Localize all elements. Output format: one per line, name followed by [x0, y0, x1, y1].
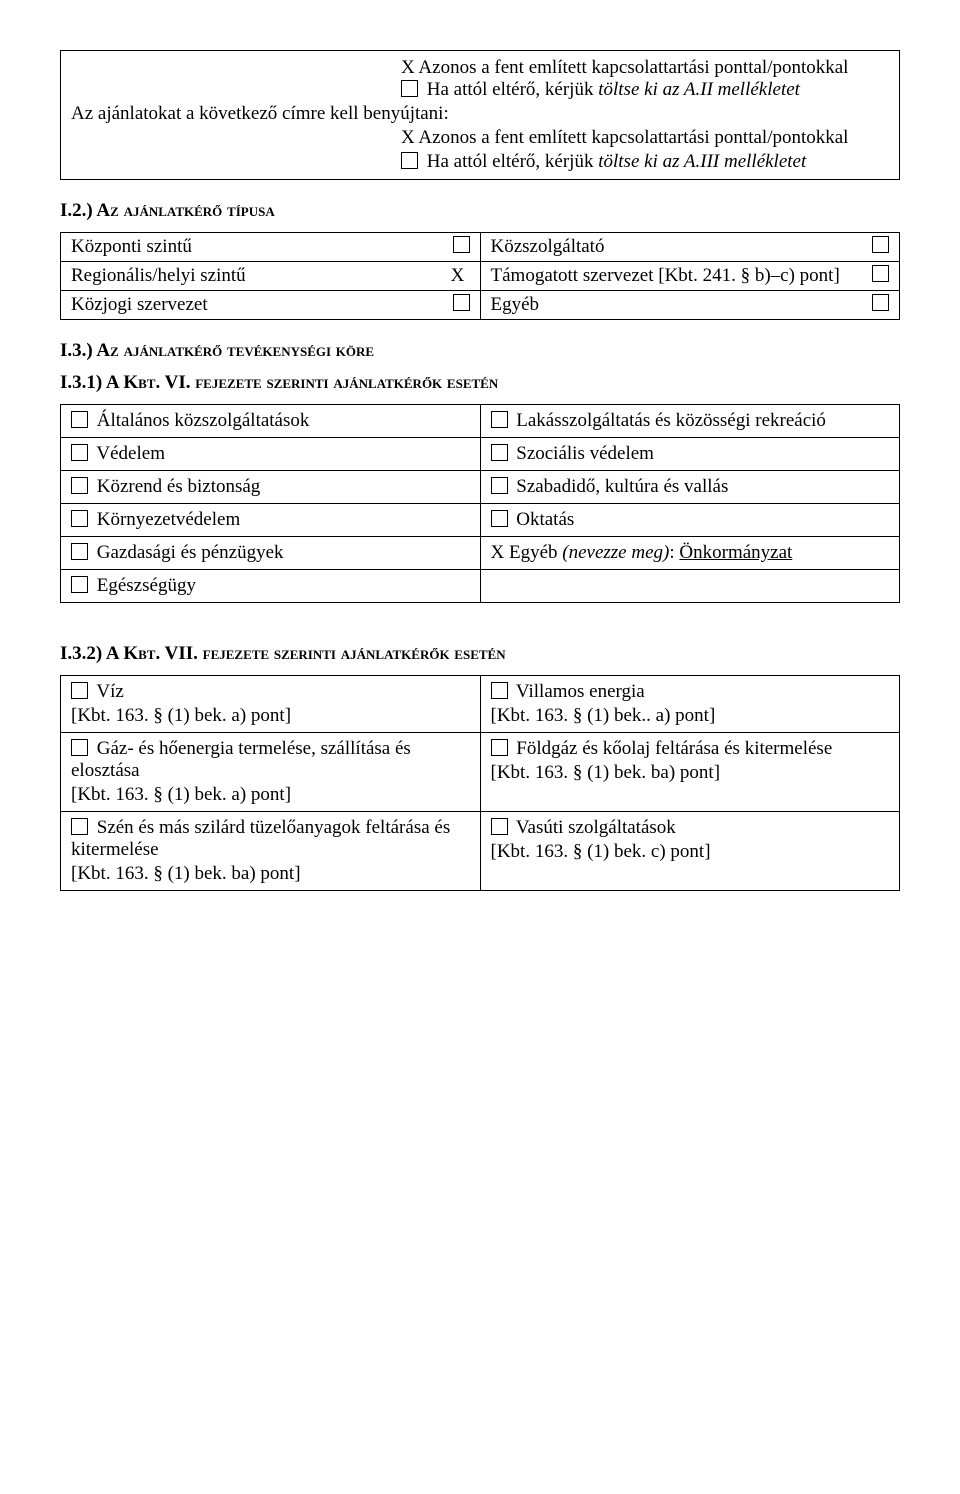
checkbox-icon[interactable]: [401, 152, 418, 169]
i2-r2r: Támogatott szervezet [Kbt. 241. § b)–c) …: [491, 265, 873, 287]
i32-rc: Vasúti szolgáltatások: [512, 817, 676, 838]
checkbox-icon[interactable]: [491, 682, 508, 699]
checkbox-icon[interactable]: [71, 543, 88, 560]
i31-lc: Közrend és biztonság: [92, 476, 260, 497]
i32-rc-ref: [Kbt. 163. § (1) bek. c) pont]: [491, 841, 890, 863]
checkbox-icon[interactable]: [491, 444, 508, 461]
i2-r1r: Közszolgáltató: [491, 236, 873, 258]
i32-ra-ref: [Kbt. 163. § (1) bek.. a) pont]: [491, 705, 890, 727]
i31-rb: Szociális védelem: [512, 443, 654, 464]
i32-lc-ref: [Kbt. 163. § (1) bek. ba) pont]: [71, 863, 470, 885]
i32-lc: Szén és más szilárd tüzelőanyagok feltár…: [71, 817, 450, 860]
checkbox-icon[interactable]: [71, 739, 88, 756]
checkbox-icon[interactable]: [71, 411, 88, 428]
i31-lf: Egészségügy: [92, 575, 196, 596]
i31-rd: Oktatás: [512, 509, 575, 530]
top-address-box: X Azonos a fent említett kapcsolattartás…: [60, 50, 900, 180]
top-line5: Ha attól eltérő, kérjük töltse ki az A.I…: [401, 151, 889, 173]
i32-la: Víz: [92, 681, 124, 702]
checkbox-icon[interactable]: [71, 818, 88, 835]
i32-lb: Gáz- és hőenergia termelése, szállítása …: [71, 738, 411, 781]
i2-r3r: Egyéb: [491, 294, 873, 316]
checkbox-icon[interactable]: [71, 444, 88, 461]
checkbox-icon[interactable]: [71, 510, 88, 527]
checkbox-icon[interactable]: [872, 265, 889, 282]
heading-i32: I.3.2) A Kbt. VII. fejezete szerinti ajá…: [60, 643, 900, 665]
checkbox-icon[interactable]: [71, 682, 88, 699]
checkbox-icon[interactable]: [491, 510, 508, 527]
x-mark: X: [401, 127, 415, 148]
i31-rc: Szabadidő, kultúra és vallás: [512, 476, 729, 497]
i31-re: X Egyéb (nevezze meg): Önkormányzat: [491, 542, 890, 564]
checkbox-icon[interactable]: [453, 236, 470, 253]
checkbox-icon[interactable]: [872, 294, 889, 311]
table-i32: Víz [Kbt. 163. § (1) bek. a) pont] Villa…: [60, 675, 900, 891]
i32-ra: Villamos energia: [512, 681, 645, 702]
i31-lb: Védelem: [92, 443, 165, 464]
heading-i31: I.3.1) A Kbt. VI. fejezete szerinti aján…: [60, 372, 900, 394]
checkbox-icon[interactable]: [401, 80, 418, 97]
top-line2: Ha attól eltérő, kérjük töltse ki az A.I…: [401, 79, 889, 101]
i32-lb-ref: [Kbt. 163. § (1) bek. a) pont]: [71, 784, 470, 806]
i32-rb-ref: [Kbt. 163. § (1) bek. ba) pont]: [491, 762, 890, 784]
table-i31: Általános közszolgáltatások Lakásszolgál…: [60, 404, 900, 603]
checkbox-icon[interactable]: [872, 236, 889, 253]
i2-r1l: Központi szintű: [71, 236, 453, 258]
x-mark: X: [446, 265, 470, 287]
i32-rb: Földgáz és kőolaj feltárása és kitermelé…: [512, 738, 833, 759]
checkbox-icon[interactable]: [491, 411, 508, 428]
checkbox-icon[interactable]: [491, 477, 508, 494]
i31-le: Gazdasági és pénzügyek: [92, 542, 284, 563]
i32-la-ref: [Kbt. 163. § (1) bek. a) pont]: [71, 705, 470, 727]
checkbox-icon[interactable]: [491, 818, 508, 835]
i31-ld: Környezetvédelem: [92, 509, 240, 530]
checkbox-icon[interactable]: [71, 477, 88, 494]
table-i2: Központi szintű Közszolgáltató Regionáli…: [60, 232, 900, 320]
heading-i3: I.3.) Az ajánlatkérő tevékenységi köre: [60, 340, 900, 362]
top-line4: X Azonos a fent említett kapcsolattartás…: [401, 127, 889, 149]
i31-la: Általános közszolgáltatások: [92, 410, 309, 431]
x-mark: X: [401, 57, 415, 78]
checkbox-icon[interactable]: [453, 294, 470, 311]
top-line1: X Azonos a fent említett kapcsolattartás…: [401, 57, 889, 79]
i2-r3l: Közjogi szervezet: [71, 294, 453, 316]
i31-ra: Lakásszolgáltatás és közösségi rekreáció: [512, 410, 826, 431]
i2-r2l: Regionális/helyi szintű: [71, 265, 446, 287]
heading-i2: I.2.) Az ajánlatkérő típusa: [60, 200, 900, 222]
checkbox-icon[interactable]: [491, 739, 508, 756]
top-line3: Az ajánlatokat a következő címre kell be…: [71, 103, 889, 125]
checkbox-icon[interactable]: [71, 576, 88, 593]
